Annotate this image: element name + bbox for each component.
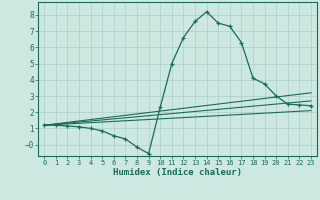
X-axis label: Humidex (Indice chaleur): Humidex (Indice chaleur) [113,168,242,177]
